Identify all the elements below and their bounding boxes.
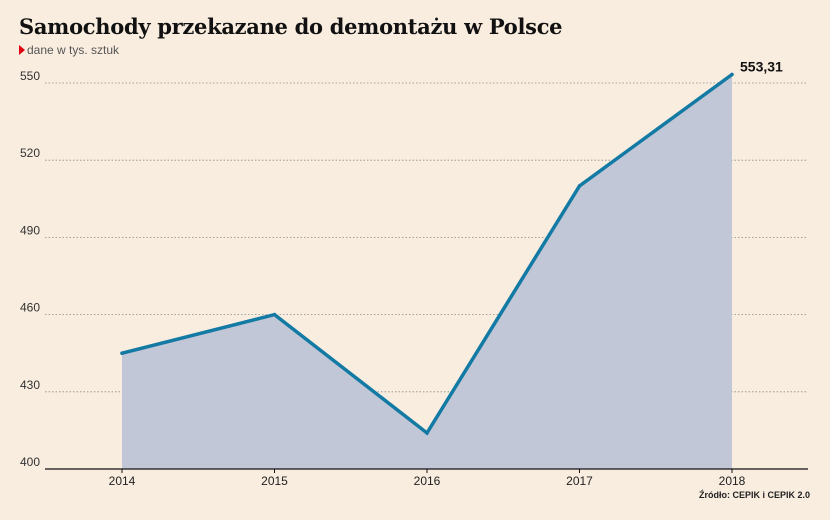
data-label-2018: 553,31	[740, 58, 783, 74]
y-tick-label-460: 460	[20, 301, 40, 315]
data-point-2014	[120, 351, 124, 356]
x-tick-label-2014: 2014	[109, 474, 136, 488]
y-tick-label-520: 520	[20, 146, 40, 160]
data-point-2017	[577, 184, 582, 188]
data-point-2018	[730, 72, 734, 77]
data-point-2016	[425, 431, 429, 435]
data-point-2015	[272, 312, 277, 317]
tick-labels: 400 430 460 490 520 550 2014 2015 2016 2017 2018 55…	[20, 58, 783, 488]
area-fill	[122, 74, 732, 469]
area-series	[120, 72, 734, 469]
source-note: Źródło: CEPIK i CEPIK 2.0	[698, 490, 810, 500]
x-tick-label-2017: 2017	[566, 474, 593, 488]
x-tick-label-2015: 2015	[261, 474, 288, 488]
x-axis	[45, 468, 808, 473]
y-tick-label-430: 430	[20, 378, 40, 392]
chart-title: Samochody przekazane do demontażu w Pols…	[19, 14, 563, 39]
y-tick-label-400: 400	[20, 455, 40, 469]
y-tick-label-550: 550	[20, 69, 40, 83]
x-tick-label-2018: 2018	[719, 474, 746, 488]
y-tick-label-490: 490	[20, 223, 40, 237]
x-tick-label-2016: 2016	[414, 474, 441, 488]
subtitle-text: dane w tys. sztuk	[27, 43, 120, 57]
triangle-marker-icon	[19, 45, 25, 55]
chart-subtitle: dane w tys. sztuk	[19, 43, 119, 57]
